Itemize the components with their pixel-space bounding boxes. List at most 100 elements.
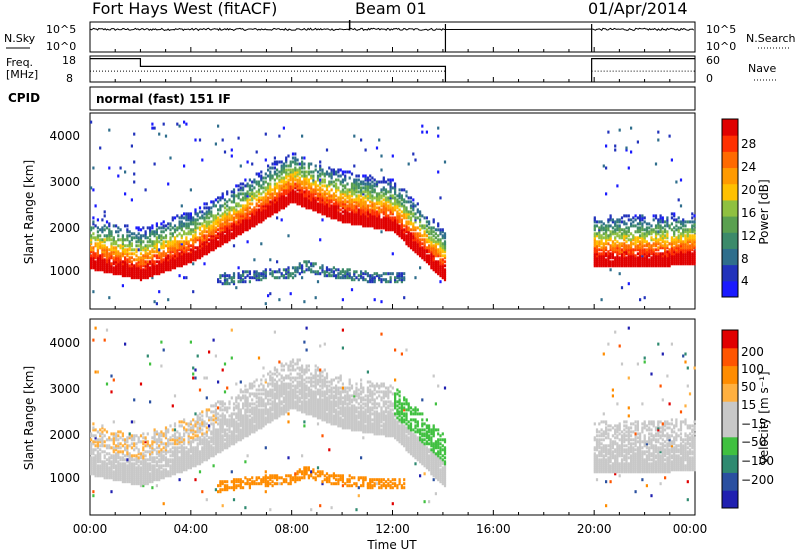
power-cell bbox=[126, 236, 129, 240]
power-cell bbox=[384, 202, 388, 206]
velocity-cell bbox=[139, 470, 143, 474]
power-cell bbox=[232, 230, 236, 234]
power-cell bbox=[312, 206, 315, 210]
power-cell bbox=[384, 222, 388, 226]
power-cell bbox=[620, 286, 624, 290]
velocity-cell bbox=[112, 462, 115, 466]
power-cell bbox=[439, 270, 442, 274]
power-cell bbox=[105, 250, 109, 254]
velocity-cell bbox=[101, 436, 104, 440]
power-cell bbox=[214, 226, 217, 230]
power-cell bbox=[235, 226, 238, 230]
power-cell bbox=[310, 192, 313, 196]
power-cell bbox=[137, 244, 140, 248]
velocity-cell bbox=[146, 480, 149, 484]
power-cell bbox=[339, 214, 342, 218]
velocity-cell bbox=[96, 456, 99, 460]
velocity-cell bbox=[151, 470, 154, 474]
power-cell bbox=[178, 246, 181, 250]
power-cell bbox=[162, 266, 165, 270]
power-cell bbox=[291, 168, 295, 172]
power-cell bbox=[353, 182, 356, 186]
power-cell bbox=[693, 238, 696, 242]
power-cell bbox=[282, 196, 285, 200]
velocity-cell bbox=[176, 462, 179, 466]
power-cell bbox=[171, 248, 174, 252]
power-cell bbox=[278, 194, 281, 198]
power-cell bbox=[643, 256, 646, 260]
power-cell bbox=[142, 226, 145, 230]
power-cell bbox=[625, 252, 628, 256]
velocity-cell bbox=[178, 440, 181, 444]
power-cell bbox=[110, 270, 113, 274]
power-cell bbox=[115, 224, 118, 228]
power-cell bbox=[151, 224, 154, 228]
power-cell bbox=[353, 190, 356, 194]
power-cell bbox=[153, 230, 156, 234]
power-cell bbox=[264, 210, 267, 214]
power-cell bbox=[614, 262, 617, 266]
power-cell bbox=[432, 248, 435, 252]
power-cell bbox=[99, 264, 102, 268]
velocity-cell bbox=[164, 452, 168, 456]
power-cell bbox=[439, 254, 442, 258]
power-cell bbox=[443, 232, 447, 236]
power-cell bbox=[348, 214, 351, 218]
power-cell bbox=[321, 266, 324, 270]
power-cell bbox=[688, 244, 692, 248]
power-cell bbox=[432, 220, 435, 224]
power-cell bbox=[305, 196, 308, 200]
velocity-cell bbox=[126, 452, 129, 456]
velocity-cell bbox=[173, 452, 177, 456]
power-cell bbox=[203, 248, 206, 252]
velocity-cell bbox=[133, 472, 136, 476]
velocity-cell bbox=[115, 464, 118, 468]
velocity-cell bbox=[137, 448, 140, 452]
power-cell bbox=[242, 278, 245, 282]
power-cell bbox=[223, 280, 227, 284]
power-cell bbox=[146, 240, 149, 244]
power-cell bbox=[328, 204, 331, 208]
power-cell bbox=[298, 176, 301, 180]
power-cell bbox=[276, 208, 279, 212]
power-cell bbox=[636, 258, 639, 262]
velocity-cell bbox=[162, 476, 165, 480]
power-cell bbox=[682, 230, 685, 234]
power-cell bbox=[691, 260, 694, 264]
velocity-cell bbox=[130, 468, 133, 472]
power-cell bbox=[155, 242, 158, 246]
power-cell bbox=[221, 234, 224, 238]
power-cell bbox=[296, 184, 299, 188]
power-cell bbox=[688, 252, 692, 256]
velocity-cell bbox=[119, 466, 122, 470]
power-cell bbox=[282, 186, 285, 190]
power-cell bbox=[101, 244, 104, 248]
power-cell bbox=[180, 204, 183, 208]
power-cell bbox=[244, 194, 247, 198]
velocity-cell bbox=[160, 472, 163, 476]
power-cell bbox=[319, 208, 322, 212]
power-cell bbox=[643, 258, 646, 262]
power-cell bbox=[203, 202, 206, 206]
power-cell bbox=[627, 262, 630, 266]
velocity-cell bbox=[146, 482, 149, 486]
power-cell bbox=[405, 210, 408, 214]
velocity-cell bbox=[126, 472, 129, 476]
power-cb-tick-12: 12 bbox=[741, 229, 756, 243]
velocity-cell bbox=[103, 444, 106, 448]
power-cell bbox=[634, 230, 637, 234]
power-cell bbox=[90, 250, 93, 254]
power-cell bbox=[210, 244, 213, 248]
power-cell bbox=[242, 226, 245, 230]
power-cell bbox=[126, 254, 129, 258]
velocity-cell bbox=[142, 482, 145, 486]
power-cell bbox=[105, 248, 109, 252]
power-cell bbox=[609, 262, 612, 266]
velocity-cell bbox=[160, 464, 163, 468]
power-cell bbox=[287, 186, 290, 190]
power-cell bbox=[339, 270, 342, 274]
velocity-cell bbox=[171, 464, 174, 468]
power-cell bbox=[155, 224, 158, 228]
power-cell bbox=[339, 168, 342, 172]
power-cell bbox=[260, 186, 263, 190]
